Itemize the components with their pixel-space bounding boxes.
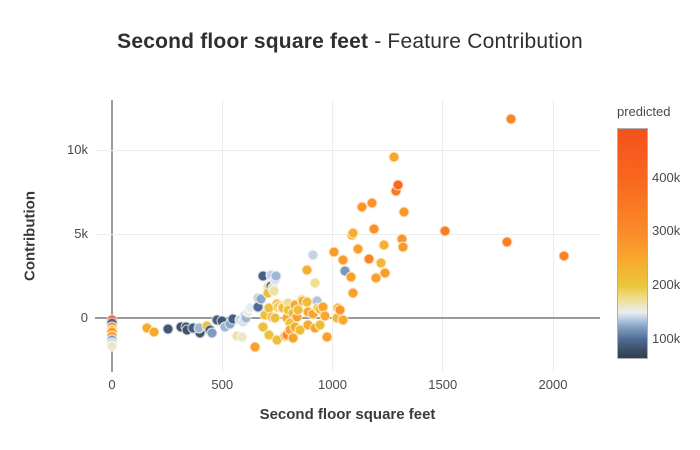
scatter-point[interactable] [501,236,513,248]
scatter-point[interactable] [356,201,368,213]
scatter-point[interactable] [268,285,280,297]
y-tick-label: 5k [74,226,88,242]
scatter-point[interactable] [307,249,319,261]
scatter-point[interactable] [319,310,331,322]
scatter-point[interactable] [398,206,410,218]
chart-title: Second floor square feet - Feature Contr… [0,30,700,54]
scatter-point[interactable] [352,243,364,255]
scatter-point[interactable] [255,293,267,305]
scatter-point[interactable] [370,272,381,284]
colorbar-title: predicted [617,104,671,119]
colorbar-gradient[interactable] [617,128,648,359]
scatter-point[interactable] [392,179,404,191]
y-tick-label: 0 [80,310,88,326]
scatter-point[interactable] [337,254,349,266]
scatter-point[interactable] [345,271,357,283]
scatter-point[interactable] [347,227,359,239]
scatter-point[interactable] [249,341,261,353]
scatter-point[interactable] [287,332,299,344]
scatter-point[interactable] [337,314,349,326]
scatter-point[interactable] [378,239,390,251]
scatter-point[interactable] [388,151,400,163]
scatter-point[interactable] [339,265,351,277]
scatter-point[interactable] [148,326,160,338]
x-tick-label: 1000 [318,377,347,392]
x-axis-title: Second floor square feet [259,406,436,423]
chart-title-suffix: - Feature Contribution [368,30,583,53]
x-tick-label: 0 [108,377,116,392]
colorbar-tick-label: 100k [652,330,681,346]
scatter-point[interactable] [301,264,313,276]
x-gridline [221,100,223,372]
colorbar-tick-label: 400k [652,169,681,185]
scatter-point[interactable] [236,331,248,343]
y-tick-label: 10k [67,142,88,158]
scatter-point[interactable] [328,246,340,258]
scatter-point[interactable] [505,113,517,125]
scatter-point[interactable] [269,312,281,324]
chart-title-feature: Second floor square feet [117,30,369,53]
scatter-point[interactable] [314,319,326,331]
scatter-point[interactable] [321,331,333,343]
scatter-point[interactable] [270,270,282,282]
x-zero-line [110,100,113,372]
scatter-point[interactable] [397,241,409,253]
scatter-point[interactable] [379,267,391,279]
colorbar-tick-label: 300k [652,223,681,239]
scatter-point[interactable] [257,321,269,333]
scatter-point[interactable] [363,253,375,265]
x-gridline [552,100,554,372]
scatter-point[interactable] [347,287,359,299]
plot-area[interactable] [95,100,600,372]
scatter-point[interactable] [368,223,380,235]
scatter-point[interactable] [206,327,218,339]
colorbar-tick-label: 200k [652,277,681,293]
scatter-point[interactable] [162,323,174,335]
scatter-point[interactable] [309,277,321,289]
x-tick-label: 2000 [538,377,568,392]
scatter-point[interactable] [366,197,378,209]
scatter-point[interactable] [558,250,570,262]
x-tick-label: 1500 [428,377,458,392]
x-gridline [332,100,333,372]
y-axis-title: Contribution [21,191,39,281]
y-gridline [95,149,600,151]
x-tick-label: 500 [211,377,234,392]
scatter-point[interactable] [439,225,451,237]
scatter-point[interactable] [106,340,118,352]
